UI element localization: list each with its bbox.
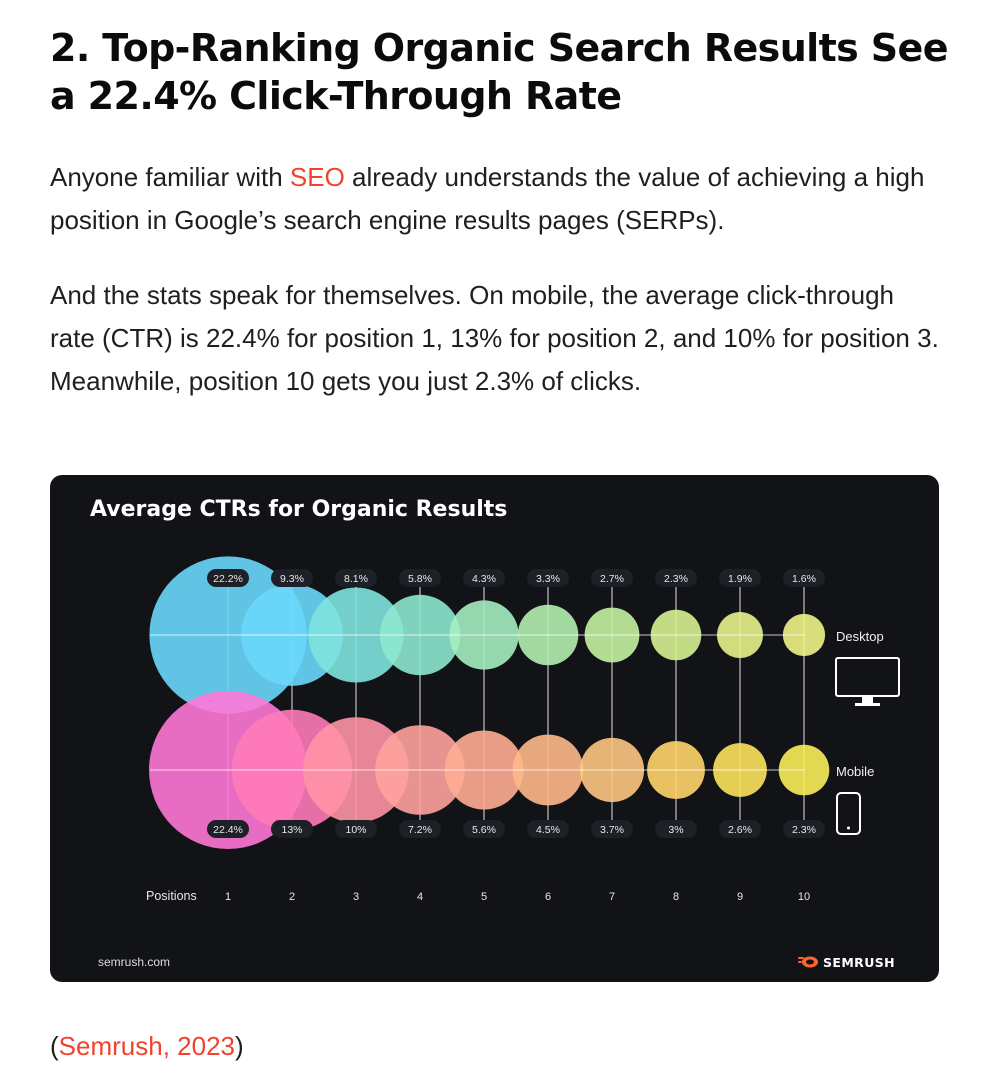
value-label-mobile-position-8: 3% <box>655 820 697 838</box>
x-axis: Positions 1 2 3 4 5 6 7 8 9 10 <box>146 889 810 903</box>
intro-paragraph: Anyone familiar with SEO already underst… <box>50 156 940 242</box>
value-label-mobile-position-6: 4.5% <box>527 820 569 838</box>
x-tick-label-1: 1 <box>225 891 231 903</box>
footer-site-url: semrush.com <box>98 955 170 969</box>
desktop-monitor-icon <box>835 657 900 706</box>
value-label-desktop-position-2: 9.3% <box>271 569 313 587</box>
svg-text:8.1%: 8.1% <box>344 573 368 585</box>
x-tick-label-10: 10 <box>798 891 810 903</box>
value-label-desktop-position-7: 2.7% <box>591 569 633 587</box>
svg-text:4.5%: 4.5% <box>536 824 560 836</box>
value-label-mobile-position-1: 22.4% <box>207 820 249 838</box>
value-label-desktop-position-3: 8.1% <box>335 569 377 587</box>
value-label-desktop-position-8: 2.3% <box>655 569 697 587</box>
x-tick-label-8: 8 <box>673 891 679 903</box>
value-label-desktop-position-6: 3.3% <box>527 569 569 587</box>
ctr-bubble-chart: Average CTRs for Organic Results 22.2% 9.… <box>90 497 900 970</box>
value-label-desktop-position-9: 1.9% <box>719 569 761 587</box>
source-paren-close: ) <box>235 1031 244 1061</box>
svg-text:2.6%: 2.6% <box>728 824 752 836</box>
value-label-desktop-position-1: 22.2% <box>207 569 249 587</box>
x-tick-label-6: 6 <box>545 891 551 903</box>
svg-text:7.2%: 7.2% <box>408 824 432 836</box>
legend-mobile-label: Mobile <box>836 764 874 779</box>
ctr-chart-card: Average CTRs for Organic Results 22.2% 9.… <box>50 475 939 982</box>
bubbles <box>149 556 830 849</box>
svg-text:4.3%: 4.3% <box>472 573 496 585</box>
svg-text:3.3%: 3.3% <box>536 573 560 585</box>
x-axis-title: Positions <box>146 889 197 903</box>
chart-title: Average CTRs for Organic Results <box>90 497 507 522</box>
svg-text:22.4%: 22.4% <box>213 824 243 836</box>
semrush-wordmark: SEMRUSH <box>823 955 895 970</box>
value-label-desktop-position-10: 1.6% <box>783 569 825 587</box>
x-tick-label-4: 4 <box>417 891 423 903</box>
svg-text:5.6%: 5.6% <box>472 824 496 836</box>
value-label-mobile-position-10: 2.3% <box>783 820 825 838</box>
source-link[interactable]: Semrush, 2023 <box>58 1031 235 1061</box>
mobile-phone-icon <box>836 792 861 835</box>
value-label-mobile-position-4: 7.2% <box>399 820 441 838</box>
svg-text:2.3%: 2.3% <box>664 573 688 585</box>
value-label-mobile-position-7: 3.7% <box>591 820 633 838</box>
semrush-logo: SEMRUSH <box>798 955 895 970</box>
source-paren-open: ( <box>50 1031 59 1061</box>
semrush-flame-icon <box>798 956 818 968</box>
x-tick-label-2: 2 <box>289 891 295 903</box>
svg-text:1.9%: 1.9% <box>728 573 752 585</box>
value-label-desktop-position-4: 5.8% <box>399 569 441 587</box>
value-label-mobile-position-5: 5.6% <box>463 820 505 838</box>
svg-text:3.7%: 3.7% <box>600 824 624 836</box>
svg-text:2.7%: 2.7% <box>600 573 624 585</box>
svg-text:22.2%: 22.2% <box>213 573 243 585</box>
intro-text-before: Anyone familiar with <box>50 162 290 192</box>
x-tick-label-7: 7 <box>609 891 615 903</box>
svg-text:3%: 3% <box>668 824 683 836</box>
x-tick-label-9: 9 <box>737 891 743 903</box>
svg-text:9.3%: 9.3% <box>280 573 304 585</box>
article-heading: 2. Top-Ranking Organic Search Results Se… <box>50 26 949 118</box>
x-tick-label-3: 3 <box>353 891 359 903</box>
intro-text-after: already understands the value of achievi… <box>50 162 925 235</box>
stats-paragraph: And the stats speak for themselves. On m… <box>50 280 939 396</box>
source-citation: (Semrush, 2023) <box>50 1026 244 1066</box>
svg-text:10%: 10% <box>345 824 366 836</box>
legend: Desktop Mobile <box>835 629 900 835</box>
value-label-desktop-position-5: 4.3% <box>463 569 505 587</box>
legend-desktop-label: Desktop <box>836 629 884 644</box>
value-label-mobile-position-9: 2.6% <box>719 820 761 838</box>
value-labels: 22.2% 9.3% 8.1% 5.8% 4.3% 3.3% 2.7% 2.3% 1.9% 1.6… <box>207 569 825 838</box>
svg-text:5.8%: 5.8% <box>408 573 432 585</box>
value-label-mobile-position-2: 13% <box>271 820 313 838</box>
value-label-mobile-position-3: 10% <box>335 820 377 838</box>
svg-text:13%: 13% <box>281 824 302 836</box>
seo-link[interactable]: SEO <box>289 162 345 192</box>
svg-text:2.3%: 2.3% <box>792 824 816 836</box>
svg-text:1.6%: 1.6% <box>792 573 816 585</box>
x-tick-label-5: 5 <box>481 891 487 903</box>
